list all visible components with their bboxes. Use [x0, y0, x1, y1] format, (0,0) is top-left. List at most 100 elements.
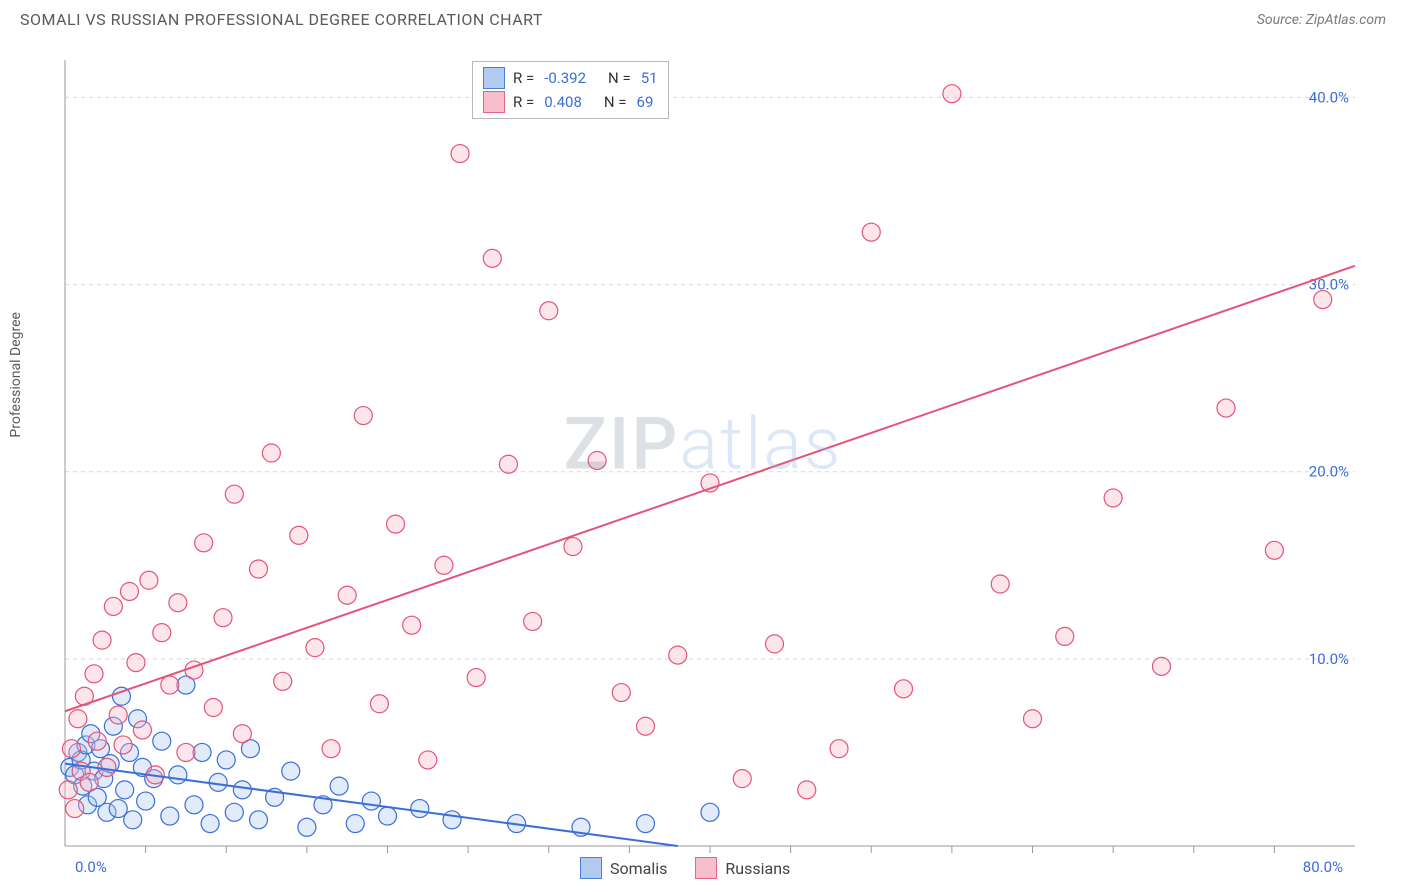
data-point — [121, 582, 139, 600]
data-point — [483, 249, 501, 267]
data-point — [69, 710, 87, 728]
data-point — [387, 515, 405, 533]
series-name: Somalis — [610, 859, 667, 878]
data-point — [209, 773, 227, 791]
data-point — [637, 815, 655, 833]
data-point — [214, 609, 232, 627]
data-point — [403, 616, 421, 634]
legend-n-label: N = — [608, 66, 631, 90]
data-point — [233, 725, 251, 743]
x-tick-label: 80.0% — [1303, 858, 1343, 876]
data-point — [540, 302, 558, 320]
data-point — [217, 751, 235, 769]
data-point — [467, 669, 485, 687]
data-point — [140, 571, 158, 589]
data-point — [435, 556, 453, 574]
data-point — [766, 635, 784, 653]
data-point — [161, 807, 179, 825]
data-point — [80, 773, 98, 791]
data-point — [169, 766, 187, 784]
data-point — [306, 639, 324, 657]
data-point — [346, 815, 364, 833]
data-point — [62, 740, 80, 758]
data-point — [274, 672, 292, 690]
series-legend: Somalis Russians — [580, 857, 790, 879]
data-point — [153, 624, 171, 642]
data-point — [177, 743, 195, 761]
data-point — [1314, 291, 1332, 309]
data-point — [669, 646, 687, 664]
data-point — [195, 534, 213, 552]
data-point — [895, 680, 913, 698]
data-point — [201, 815, 219, 833]
legend-r-value: -0.392 — [544, 66, 586, 90]
y-tick-label: 30.0% — [1309, 276, 1349, 294]
legend-swatch — [580, 857, 602, 879]
data-point — [225, 485, 243, 503]
data-point — [127, 654, 145, 672]
data-point — [411, 800, 429, 818]
data-point — [830, 740, 848, 758]
data-point — [943, 85, 961, 103]
data-point — [98, 758, 116, 776]
chart-container: Professional Degree 0.0%80.0%10.0%20.0%3… — [20, 40, 1386, 882]
series-name: Russians — [725, 859, 790, 878]
legend-r-value: 0.408 — [544, 90, 582, 114]
data-point — [564, 538, 582, 556]
data-point — [250, 811, 268, 829]
data-point — [524, 612, 542, 630]
scatter-chart: 0.0% 80.0% 10.0% 20.0% 30.0% 40.0% — [20, 40, 1386, 882]
y-tick-label: 40.0% — [1309, 88, 1349, 106]
legend-swatch — [483, 91, 505, 113]
data-point — [204, 699, 222, 717]
data-point — [298, 818, 316, 836]
data-point — [290, 526, 308, 544]
source-label: Source: ZipAtlas.com — [1257, 12, 1386, 28]
data-point — [370, 695, 388, 713]
data-point — [116, 781, 134, 799]
legend-swatch — [695, 857, 717, 879]
data-point — [1265, 541, 1283, 559]
data-point — [133, 721, 151, 739]
data-point — [161, 676, 179, 694]
data-point — [1217, 399, 1235, 417]
data-point — [185, 796, 203, 814]
data-point — [612, 684, 630, 702]
data-point — [88, 732, 106, 750]
data-point — [1056, 627, 1074, 645]
data-point — [379, 807, 397, 825]
data-point — [169, 594, 187, 612]
data-point — [93, 631, 111, 649]
series-legend-item: Russians — [695, 857, 790, 879]
data-point — [991, 575, 1009, 593]
data-point — [1153, 657, 1171, 675]
legend-row: R =-0.392N =51 — [483, 66, 658, 90]
data-point — [733, 770, 751, 788]
legend-n-value: 51 — [641, 66, 658, 90]
data-point — [66, 800, 84, 818]
data-point — [798, 781, 816, 799]
x-tick-label: 0.0% — [75, 858, 107, 876]
legend-n-value: 69 — [637, 90, 654, 114]
data-point — [862, 223, 880, 241]
trend-line — [65, 266, 1355, 711]
data-point — [322, 740, 340, 758]
legend-swatch — [483, 67, 505, 89]
data-point — [419, 751, 437, 769]
data-point — [104, 597, 122, 615]
series-legend-item: Somalis — [580, 857, 667, 879]
data-point — [701, 803, 719, 821]
data-point — [262, 444, 280, 462]
data-point — [137, 792, 155, 810]
data-point — [330, 777, 348, 795]
data-point — [153, 732, 171, 750]
data-point — [499, 455, 517, 473]
y-tick-label: 10.0% — [1309, 650, 1349, 668]
y-tick-label: 20.0% — [1309, 463, 1349, 481]
data-point — [233, 781, 251, 799]
legend-row: R =0.408N =69 — [483, 90, 658, 114]
legend-r-label: R = — [513, 90, 534, 114]
data-point — [637, 717, 655, 735]
data-point — [193, 743, 211, 761]
data-point — [114, 736, 132, 754]
